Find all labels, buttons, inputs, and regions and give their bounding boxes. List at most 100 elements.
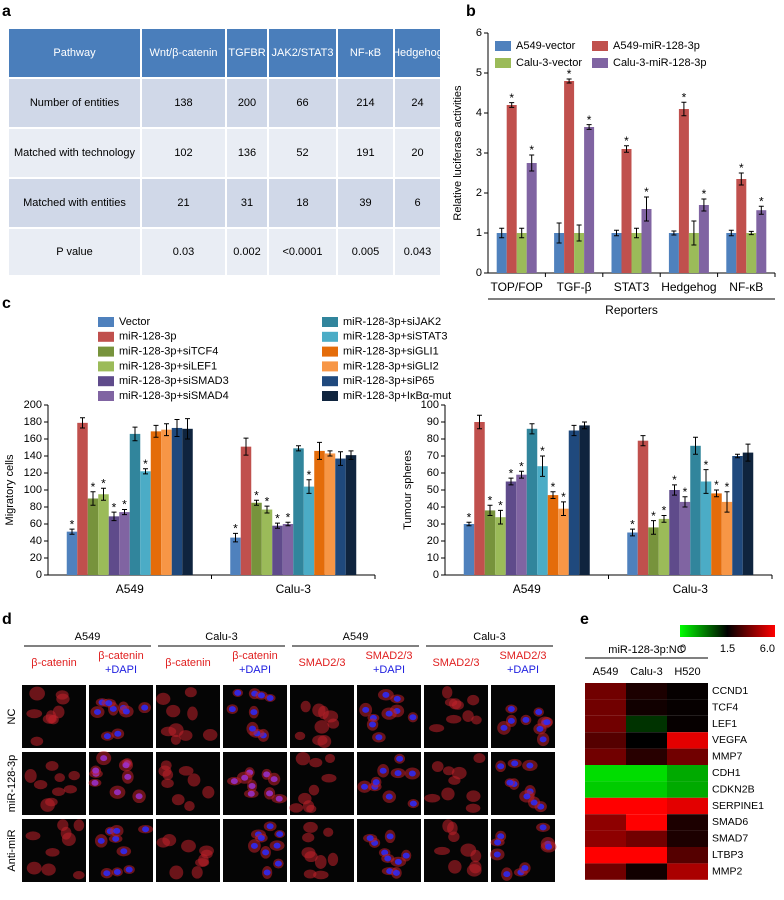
bar <box>690 445 701 575</box>
error-bar <box>748 230 754 236</box>
y-tick-label: 60 <box>30 518 42 530</box>
cell-nucleus <box>124 773 132 780</box>
bar <box>621 149 632 273</box>
cell-stain <box>448 831 460 843</box>
bar <box>182 428 193 575</box>
table-text: 20 <box>411 147 423 159</box>
bar <box>537 466 548 575</box>
cell-stain <box>303 821 318 833</box>
y-tick-label: 0 <box>36 569 42 581</box>
heatmap-cell <box>667 847 708 864</box>
table-text: 0.002 <box>233 246 261 258</box>
bar <box>574 233 585 273</box>
table-text: 66 <box>296 97 308 109</box>
bar <box>627 532 638 575</box>
column-label: SMAD2/3 <box>365 650 412 662</box>
error-bar <box>550 491 556 499</box>
significance-mark: * <box>702 187 707 201</box>
cell-nucleus <box>112 835 120 842</box>
y-tick-label: 20 <box>427 535 439 547</box>
table-cell <box>269 79 336 127</box>
cell-stain <box>466 790 481 802</box>
row-label: MMP2 <box>712 865 742 877</box>
legend-swatch <box>322 346 338 357</box>
cell-nucleus <box>506 779 514 786</box>
group-label: Calu-3 <box>473 631 505 643</box>
row-label: LEF1 <box>712 718 737 730</box>
y-tick-label: 50 <box>427 484 439 496</box>
cell-stain <box>45 848 60 857</box>
cell-nucleus <box>114 730 122 737</box>
cell-stain <box>429 724 445 733</box>
column-label: SMAD2/3 <box>298 657 345 669</box>
heatmap-cell <box>626 830 667 847</box>
cell-stain <box>442 819 454 833</box>
legend-label: A549-vector <box>516 40 576 52</box>
error-bar <box>466 521 472 527</box>
cell-stain <box>24 769 37 783</box>
error-bar <box>644 196 649 222</box>
table-text: P value <box>56 246 93 258</box>
bar <box>98 494 109 575</box>
cell-nucleus <box>507 705 515 712</box>
cell-stain <box>199 845 214 857</box>
table-text: 0.043 <box>404 246 432 258</box>
error-bar <box>111 511 117 522</box>
bar <box>496 233 507 273</box>
bar <box>66 531 78 575</box>
error-bar <box>509 102 515 108</box>
table-cell <box>338 79 393 127</box>
cell-nucleus <box>394 858 402 865</box>
heatmap-cell <box>585 732 626 749</box>
error-bar <box>745 443 751 462</box>
legend-label: A549-miR-128-3p <box>613 40 700 52</box>
significance-mark: * <box>551 480 556 494</box>
table-cell <box>227 29 267 77</box>
table-text: Matched with entities <box>23 197 126 209</box>
heatmap-cell <box>626 765 667 782</box>
significance-mark: * <box>682 90 687 104</box>
cell-nucleus <box>125 866 133 873</box>
error-bar <box>275 522 280 529</box>
legend-label: miR-128-3p+siGLI2 <box>343 360 439 372</box>
cell-stain <box>451 700 464 710</box>
bar <box>669 490 680 575</box>
colorbar-tick-label: 6.0 <box>760 643 775 655</box>
cell-stain <box>170 734 181 745</box>
cell-stain <box>181 839 196 853</box>
error-bar <box>132 426 138 442</box>
bar <box>108 516 120 575</box>
cell-nucleus <box>409 714 417 721</box>
bar <box>303 486 315 575</box>
bar <box>505 481 517 575</box>
x-axis-label: Reporters <box>605 303 658 317</box>
row-label: LTBP3 <box>712 849 743 861</box>
error-bar <box>758 205 764 215</box>
bar <box>87 498 99 575</box>
significance-mark: * <box>714 478 719 492</box>
bar <box>161 429 172 575</box>
colorbar-tick-label: 1.5 <box>720 643 735 655</box>
significance-mark: * <box>254 488 259 502</box>
table-cell <box>142 129 225 177</box>
y-tick-label: 100 <box>24 484 42 496</box>
cell-stain <box>57 819 69 832</box>
cell-stain <box>308 784 320 796</box>
legend-label: miR-128-3p+siTCF4 <box>119 346 218 358</box>
heatmap-cell <box>667 765 708 782</box>
bar <box>700 481 712 575</box>
cell-nucleus <box>100 755 108 762</box>
column-label: Calu-3 <box>630 666 662 678</box>
heatmap-cell <box>585 683 626 700</box>
table-header: JAK2/STAT3 <box>272 47 334 59</box>
x-tick-label: Hedgehog <box>661 280 716 294</box>
cell-nucleus <box>362 706 370 713</box>
error-bar <box>640 435 646 447</box>
cell-stain <box>56 693 70 705</box>
cell-nucleus <box>113 868 121 875</box>
cell-nucleus <box>266 790 274 797</box>
error-bar <box>348 450 354 460</box>
row-label: MMP7 <box>712 751 742 763</box>
